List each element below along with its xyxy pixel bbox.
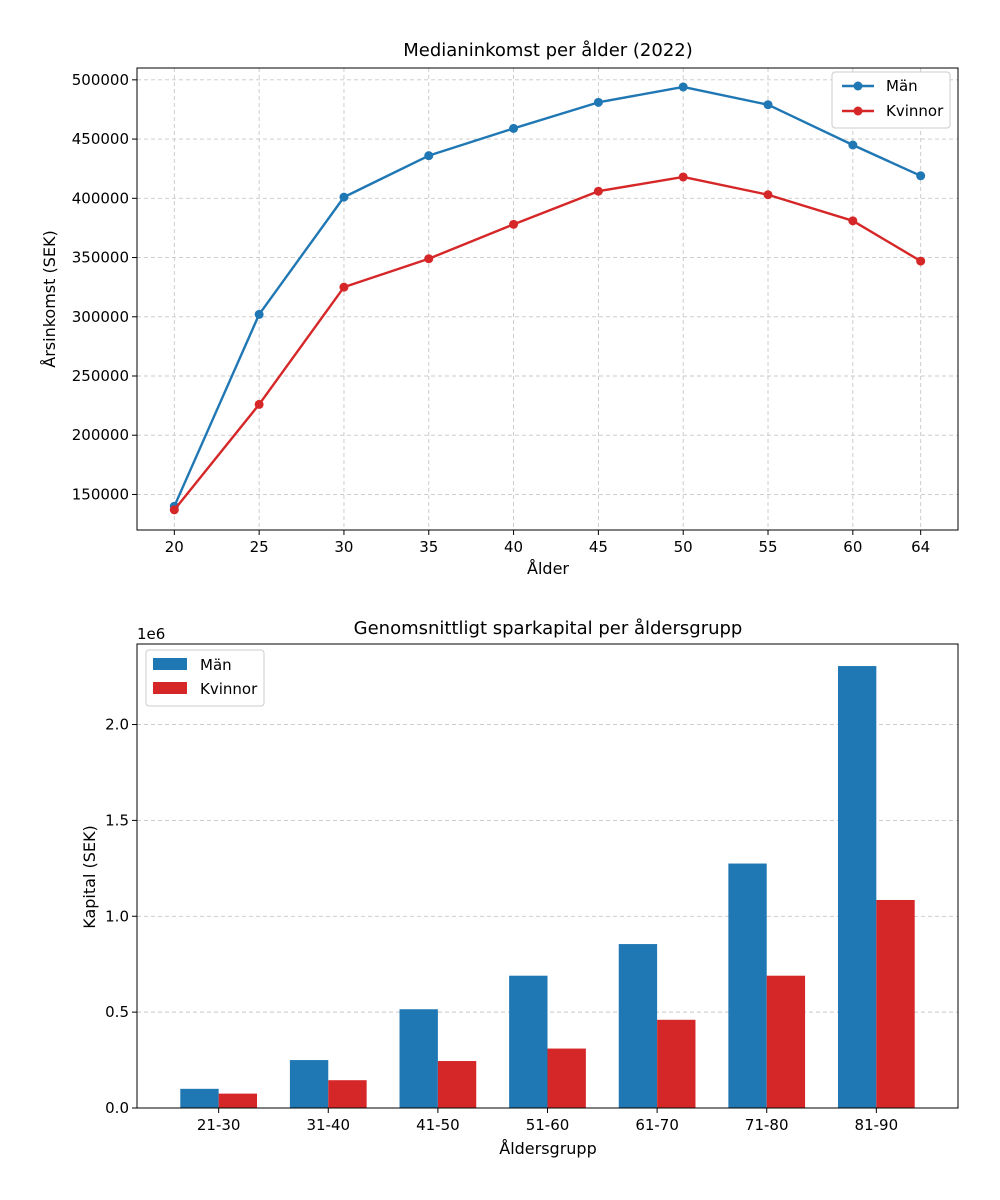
chart1-grid <box>137 68 958 530</box>
chart1-x-tick-label: 60 <box>843 538 862 556</box>
income-line-chart: Medianinkomst per ålder (2022) 20 25 30 35 4… <box>40 40 959 578</box>
chart2-x-tick-label: 61-70 <box>635 1116 679 1134</box>
chart2-y-tick-label: 2.0 <box>105 716 129 734</box>
data-point-women <box>424 254 434 264</box>
chart1-legend: Män Kvinnor <box>831 71 951 129</box>
chart1-x-tick-label: 45 <box>589 538 608 556</box>
data-point-men <box>254 309 264 319</box>
data-point-women <box>169 505 179 515</box>
bar-men <box>618 944 658 1108</box>
bar-men <box>289 1060 329 1108</box>
chart1-x-tick-label: 25 <box>250 538 269 556</box>
chart2-x-ticks: 21-30 31-40 41-50 51-60 61-70 71-80 81-90 <box>197 1108 898 1134</box>
chart1-y-tick-label: 300000 <box>72 308 129 326</box>
chart2-x-tick-label: 21-30 <box>197 1116 241 1134</box>
legend-men-label: Män <box>886 77 918 95</box>
legend-women-label: Kvinnor <box>200 680 258 698</box>
chart2-y-tick-label: 0.5 <box>105 1003 129 1021</box>
bar-men <box>728 863 767 1108</box>
bar-men <box>180 1088 219 1108</box>
chart1-x-tick-label: 64 <box>911 538 930 556</box>
bar-men <box>837 666 877 1108</box>
chart2-x-tick-label: 31-40 <box>306 1116 350 1134</box>
chart1-x-tick-label: 50 <box>674 538 693 556</box>
data-point-women <box>916 256 926 266</box>
chart2-x-tick-label: 71-80 <box>745 1116 789 1134</box>
chart2-legend: Män Kvinnor <box>145 649 265 707</box>
chart1-y-tick-label: 400000 <box>72 189 129 207</box>
chart2-y-tick-label: 1.0 <box>105 907 129 925</box>
data-point-men <box>848 140 858 150</box>
chart1-y-ticks: 150000 200000 250000 300000 350000 400000 4500… <box>72 71 137 503</box>
chart1-frame <box>136 67 959 531</box>
chart1-y-tick-label: 250000 <box>72 367 129 385</box>
chart1-series <box>169 82 926 515</box>
chart1-title: Medianinkomst per ålder (2022) <box>403 40 693 61</box>
chart1-y-tick-label: 450000 <box>72 130 129 148</box>
data-point-men <box>916 171 926 181</box>
chart2-y-tick-label: 0.0 <box>105 1099 129 1117</box>
data-point-men <box>678 82 688 92</box>
chart2-y-ticks: 0.0 0.5 1.0 1.5 2.0 <box>105 716 137 1117</box>
chart2-x-tick-label: 41-50 <box>416 1116 460 1134</box>
legend-women-label: Kvinnor <box>886 102 944 120</box>
chart2-title: Genomsnittligt sparkapital per åldersgru… <box>354 618 743 639</box>
chart1-x-tick-label: 20 <box>165 538 184 556</box>
bar-women <box>218 1093 258 1108</box>
chart2-y-tick-label: 1.5 <box>105 811 129 829</box>
chart1-x-tick-label: 40 <box>504 538 523 556</box>
bar-men <box>399 1009 438 1108</box>
data-point-men <box>763 100 773 110</box>
data-point-women <box>678 172 688 182</box>
savings-bar-chart: Genomsnittligt sparkapital per åldersgru… <box>80 618 959 1158</box>
chart1-y-tick-label: 150000 <box>72 485 129 503</box>
data-point-women <box>848 216 858 226</box>
series-line-men <box>173 85 922 507</box>
chart1-x-tick-label: 35 <box>419 538 438 556</box>
data-point-men <box>424 151 434 161</box>
chart1-x-ticks: 20 25 30 35 40 45 50 55 60 64 <box>165 530 930 556</box>
data-point-men <box>339 192 349 202</box>
legend-women-bar-swatch <box>153 682 187 694</box>
chart1-y-label: Årsinkomst (SEK) <box>40 230 59 367</box>
chart2-offset-text: 1e6 <box>137 625 165 643</box>
legend-women-marker <box>853 106 863 116</box>
bar-women <box>328 1080 367 1108</box>
series-line-women <box>173 175 922 511</box>
legend-men-marker <box>853 81 863 91</box>
data-point-men <box>593 97 603 107</box>
chart2-bars <box>180 666 915 1108</box>
data-point-women <box>763 190 773 200</box>
chart1-y-tick-label: 500000 <box>72 71 129 89</box>
chart1-x-label: Ålder <box>527 559 569 578</box>
bar-women <box>766 975 806 1108</box>
chart2-y-label: Kapital (SEK) <box>80 825 99 928</box>
chart2-x-tick-label: 81-90 <box>855 1116 899 1134</box>
bar-women <box>437 1061 477 1108</box>
chart1-y-tick-label: 200000 <box>72 426 129 444</box>
data-point-women <box>254 399 264 409</box>
data-point-men <box>509 123 519 133</box>
chart2-x-label: Åldersgrupp <box>499 1139 597 1158</box>
chart1-x-tick-label: 30 <box>334 538 353 556</box>
bar-men <box>509 975 548 1108</box>
bar-women <box>876 899 915 1108</box>
bar-women <box>547 1048 586 1108</box>
data-point-women <box>339 282 349 292</box>
chart1-y-tick-label: 350000 <box>72 249 129 267</box>
chart2-x-tick-label: 51-60 <box>526 1116 570 1134</box>
legend-men-label: Män <box>200 656 232 674</box>
legend-men-bar-swatch <box>153 658 187 670</box>
chart1-x-tick-label: 55 <box>758 538 777 556</box>
bar-women <box>657 1019 696 1108</box>
data-point-women <box>593 186 603 196</box>
data-point-women <box>509 219 519 229</box>
